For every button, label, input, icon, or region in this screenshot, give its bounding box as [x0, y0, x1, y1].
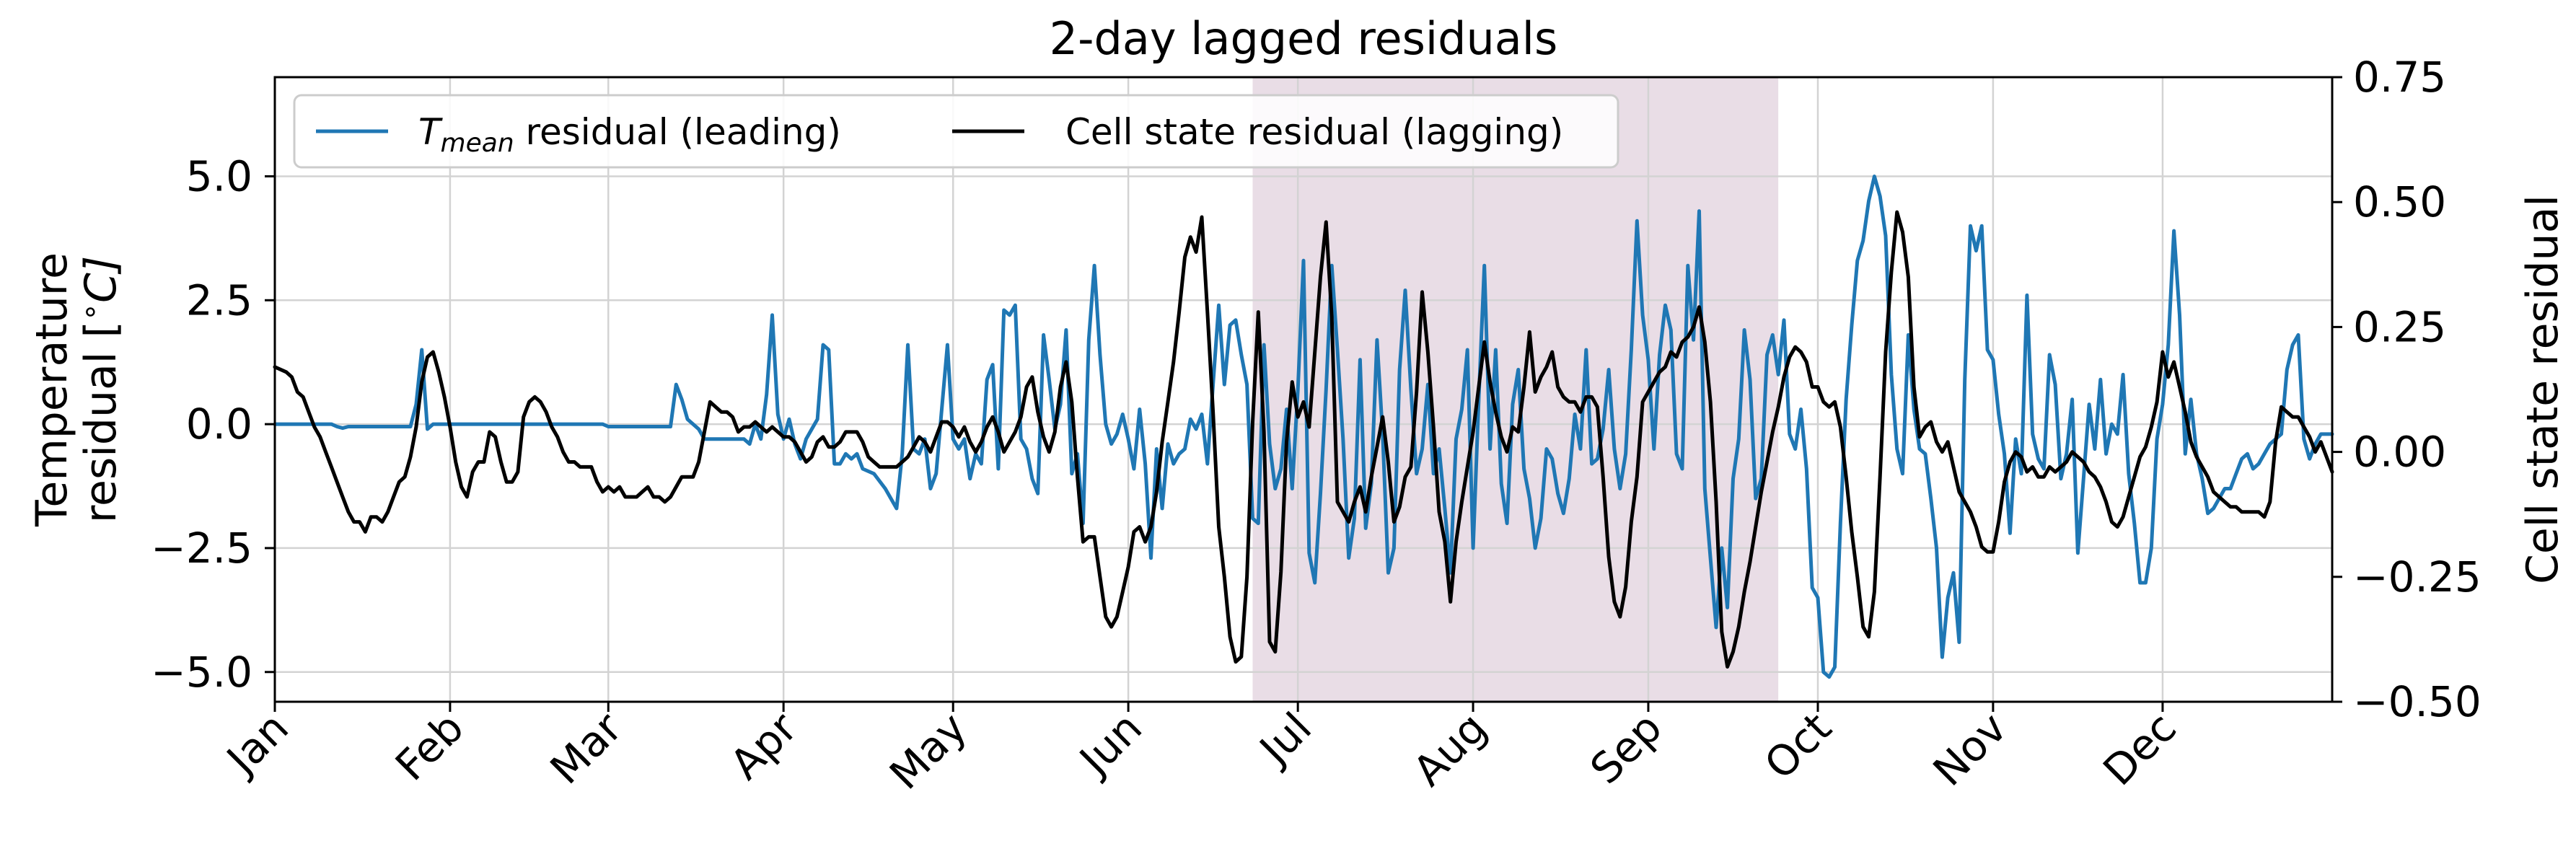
- left-y-ticklabels: 5.0 2.5 0.0 −2.5 −5.0: [151, 151, 252, 696]
- right-ytick-label: 0.00: [2353, 428, 2446, 477]
- right-ytick-label: −0.50: [2353, 677, 2482, 726]
- left-ylabel-line2: residual [∘C]: [74, 256, 126, 524]
- legend-label-cell-state: Cell state residual (lagging): [1065, 111, 1563, 153]
- plot-frame: [273, 76, 2334, 703]
- right-ytick-label: 0.50: [2353, 177, 2446, 226]
- left-ytick-label: 2.5: [186, 276, 252, 325]
- left-ytick-label: 5.0: [186, 151, 252, 201]
- series-line-cell-state-residual: [273, 210, 2334, 669]
- legend-label-tmean: Tmean residual (leading): [418, 111, 841, 158]
- chart-title: 2-day lagged residuals: [1050, 12, 1558, 65]
- left-ytick-label: 0.0: [186, 400, 252, 449]
- left-ytick-label: −2.5: [151, 524, 252, 573]
- left-ytick-label: −5.0: [151, 648, 252, 697]
- series-line-tmean-residual: [273, 175, 2334, 679]
- left-y-axis-label: Temperature residual [∘C]: [27, 252, 126, 527]
- right-y-ticklabels: 0.75 0.50 0.25 0.00 −0.25 −0.50: [2353, 53, 2482, 726]
- right-ytick-label: −0.25: [2353, 552, 2482, 602]
- right-y-axis-label: Cell state residual: [2518, 195, 2568, 584]
- left-ylabel-line1: Temperature: [27, 252, 77, 527]
- legend: Tmean residual (leading) Cell state resi…: [293, 94, 1619, 169]
- series-lines: [273, 175, 2334, 679]
- tick-marks: [265, 76, 2342, 712]
- right-ytick-label: 0.75: [2353, 53, 2446, 102]
- right-ytick-label: 0.25: [2353, 302, 2446, 351]
